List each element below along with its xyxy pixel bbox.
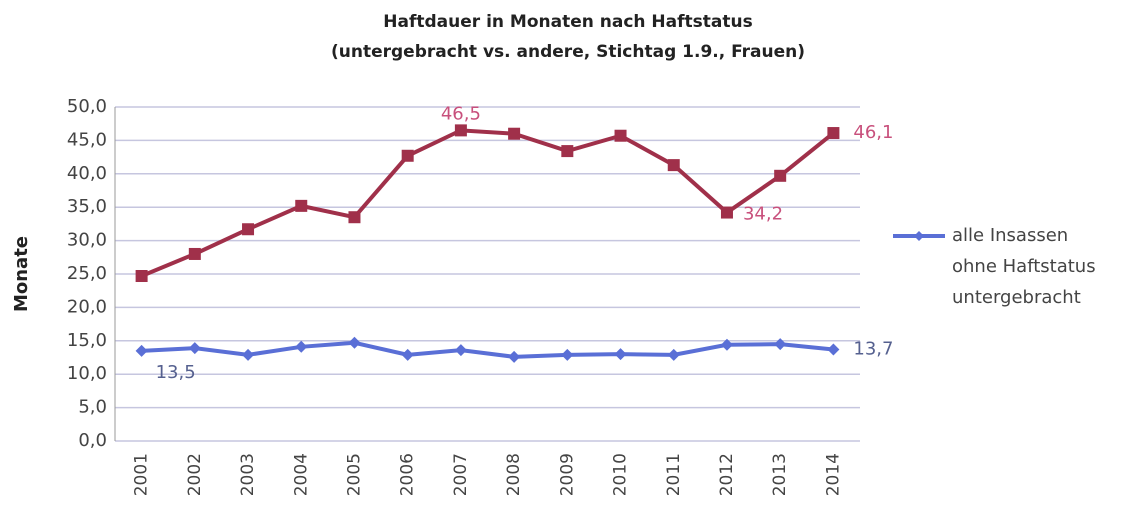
point-marker (401, 348, 414, 361)
point-marker (667, 348, 680, 361)
y-tick-label: 40,0 (67, 163, 107, 184)
y-tick-label: 35,0 (67, 196, 107, 217)
legend-marker (914, 231, 924, 241)
point-marker (135, 344, 148, 357)
x-tick-label: 2004 (291, 453, 311, 496)
x-tick-label: 2005 (344, 453, 364, 496)
x-tick-label: 2010 (611, 453, 631, 496)
point-marker (454, 344, 467, 357)
point-marker (561, 348, 574, 361)
point-marker (188, 342, 201, 355)
point-marker (348, 336, 361, 349)
legend-line: ohne Haftstatus (952, 256, 1096, 277)
point-marker (242, 223, 255, 236)
point-marker (614, 348, 627, 361)
x-tick-label: 2011 (664, 453, 684, 496)
y-tick-label: 0,0 (78, 430, 107, 451)
y-tick-label: 25,0 (67, 263, 107, 284)
series-line (141, 340, 834, 359)
x-tick-label: 2001 (132, 453, 152, 496)
point-marker (188, 247, 201, 260)
point-marker (348, 211, 361, 224)
point-marker (508, 127, 521, 140)
legend-line: untergebracht (952, 287, 1081, 308)
x-tick-label: 2006 (398, 453, 418, 496)
point-marker (720, 206, 733, 219)
point-marker (295, 340, 308, 353)
point-marker (242, 348, 255, 361)
point-marker (614, 129, 627, 142)
y-tick-label: 45,0 (67, 129, 107, 150)
chart-subtitle: (untergebracht vs. andere, Stichtag 1.9.… (331, 42, 805, 62)
y-tick-label: 15,0 (67, 330, 107, 351)
point-marker (667, 159, 680, 172)
y-axis-label: Monate (11, 236, 32, 312)
point-marker (774, 338, 787, 351)
y-tick-label: 30,0 (67, 230, 107, 251)
y-tick-label: 10,0 (67, 363, 107, 384)
x-tick-label: 2003 (238, 453, 258, 496)
point-marker (720, 338, 733, 351)
x-tick-label: 2014 (823, 453, 843, 496)
x-tick-label: 2009 (557, 453, 577, 496)
y-tick-label: 5,0 (78, 397, 107, 418)
x-tick-label: 2007 (451, 453, 471, 496)
point-marker (561, 145, 574, 158)
data-label: 13,7 (853, 338, 893, 359)
chart-title: Haftdauer in Monaten nach Haftstatus (383, 12, 752, 32)
data-label: 13,5 (156, 362, 196, 383)
point-marker (295, 199, 308, 212)
data-label: 34,2 (743, 204, 783, 225)
point-marker (774, 169, 787, 182)
point-marker (827, 343, 840, 356)
point-marker (827, 127, 840, 140)
y-tick-label: 20,0 (67, 296, 107, 317)
x-tick-label: 2008 (504, 453, 524, 496)
x-tick-label: 2002 (185, 453, 205, 496)
data-label: 46,1 (853, 122, 893, 143)
legend-entry: alle Insassen ohne Haftstatus untergebrach… (952, 225, 1096, 308)
x-tick-label: 2012 (717, 453, 737, 496)
legend-line: alle Insassen (952, 225, 1068, 246)
data-label: 46,5 (441, 103, 481, 124)
point-marker (135, 270, 148, 283)
point-marker (454, 124, 467, 137)
point-marker (401, 149, 414, 162)
y-tick-label: 50,0 (67, 96, 107, 117)
point-marker (508, 350, 521, 363)
x-tick-label: 2013 (770, 453, 790, 496)
series-line (140, 128, 835, 278)
